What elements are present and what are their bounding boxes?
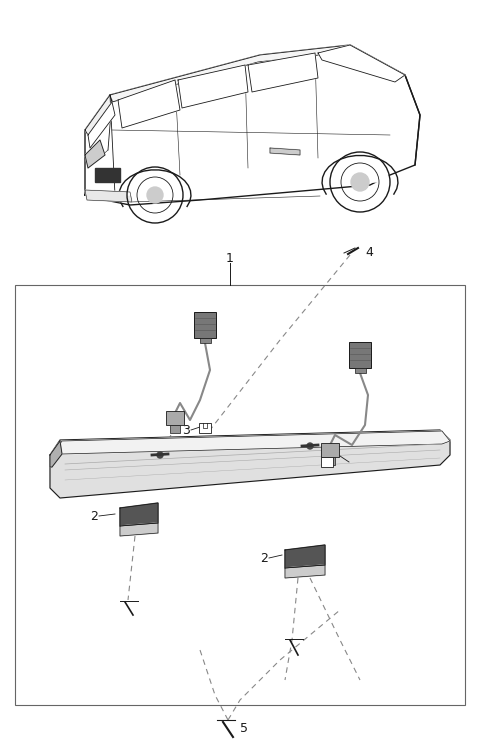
Polygon shape: [285, 545, 325, 568]
Polygon shape: [50, 441, 62, 467]
Polygon shape: [88, 102, 115, 148]
Bar: [199, 423, 211, 433]
Polygon shape: [120, 503, 158, 526]
Bar: [321, 457, 333, 467]
Circle shape: [351, 173, 369, 191]
Polygon shape: [248, 53, 318, 92]
Bar: [170, 425, 180, 433]
Polygon shape: [330, 164, 390, 182]
Polygon shape: [318, 45, 405, 82]
Text: 2: 2: [90, 510, 98, 522]
Text: 4: 4: [365, 246, 373, 259]
Bar: [194, 312, 216, 338]
Bar: [15, 285, 465, 705]
Polygon shape: [118, 80, 180, 128]
Polygon shape: [85, 140, 105, 168]
Circle shape: [157, 452, 163, 458]
Polygon shape: [52, 431, 450, 467]
Bar: [166, 411, 184, 425]
Polygon shape: [110, 45, 405, 102]
Polygon shape: [120, 523, 158, 536]
Bar: [355, 368, 366, 373]
Polygon shape: [85, 95, 112, 135]
Bar: [325, 457, 335, 465]
Bar: [321, 443, 339, 457]
Polygon shape: [178, 65, 248, 108]
Circle shape: [147, 187, 163, 203]
Bar: [349, 342, 371, 368]
Polygon shape: [127, 178, 183, 195]
Circle shape: [307, 443, 313, 449]
Polygon shape: [85, 45, 420, 205]
Bar: [200, 338, 211, 343]
Polygon shape: [95, 168, 120, 182]
Polygon shape: [270, 148, 300, 155]
Polygon shape: [285, 565, 325, 578]
Text: 5: 5: [240, 721, 248, 735]
Text: 3: 3: [350, 456, 358, 469]
Text: 3: 3: [182, 423, 190, 436]
Polygon shape: [85, 190, 132, 202]
Text: 2: 2: [260, 551, 268, 565]
Polygon shape: [50, 430, 450, 498]
Text: 1: 1: [226, 252, 234, 265]
